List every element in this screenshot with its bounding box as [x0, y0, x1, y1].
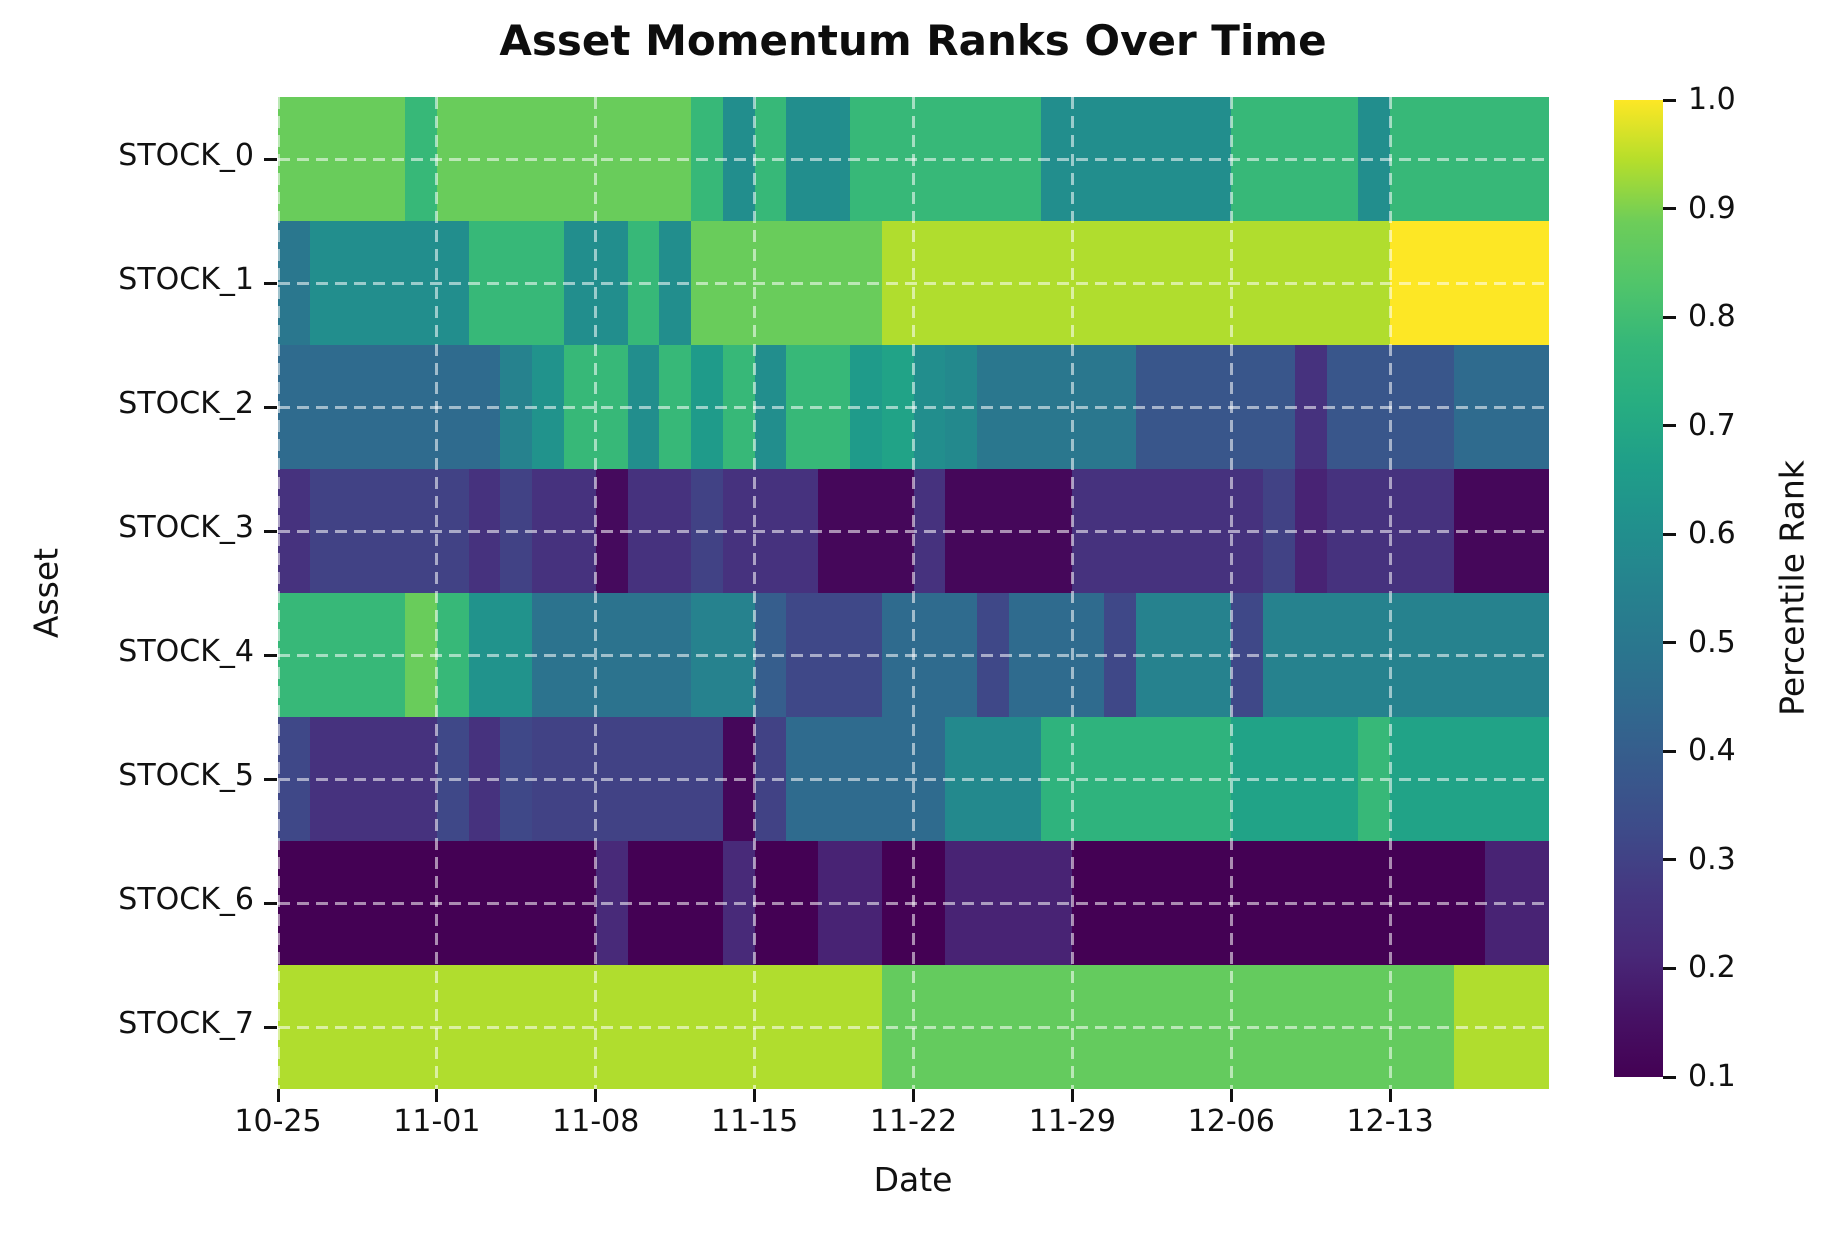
colorbar-tick-mark	[1663, 207, 1676, 211]
colorbar-tick-label: 0.6	[1688, 516, 1736, 552]
x-tick-mark	[912, 1089, 915, 1102]
vertical-gridline	[753, 97, 757, 1089]
colorbar-tick-mark	[1663, 1075, 1676, 1079]
colorbar-tick-mark	[1663, 966, 1676, 970]
colorbar-title: Percentile Rank	[1772, 460, 1812, 716]
x-tick-mark	[276, 1089, 280, 1102]
vertical-gridline	[1388, 97, 1392, 1089]
colorbar-tick-label: 0.5	[1688, 624, 1736, 660]
x-tick-mark	[1229, 1089, 1233, 1102]
colorbar-tick-mark	[1663, 749, 1676, 753]
y-tick-mark	[264, 1025, 277, 1029]
colorbar-tick-mark	[1663, 98, 1676, 102]
x-tick-label: 11-29	[1028, 1104, 1116, 1139]
x-tick-mark	[753, 1089, 757, 1102]
y-tick-label: STOCK_7	[118, 1006, 254, 1041]
y-tick-label: STOCK_5	[118, 758, 254, 793]
x-tick-label: 11-22	[869, 1104, 958, 1139]
x-tick-mark	[1070, 1089, 1074, 1102]
colorbar-tick-mark	[1663, 315, 1676, 319]
colorbar-tick-label: 0.1	[1688, 1058, 1736, 1094]
x-tick-label: 11-01	[393, 1104, 481, 1139]
horizontal-gridline	[278, 405, 1549, 409]
colorbar-tick-mark	[1663, 858, 1676, 862]
colorbar-tick-label: 1.0	[1688, 81, 1736, 117]
colorbar-tick-label: 0.3	[1688, 841, 1736, 877]
x-tick-label: 10-25	[234, 1104, 322, 1139]
colorbar-gradient	[1614, 100, 1663, 1077]
colorbar-tick-label: 0.4	[1688, 733, 1736, 769]
horizontal-gridline	[278, 901, 1549, 905]
x-tick-mark	[1388, 1089, 1392, 1102]
colorbar-tick-mark	[1663, 424, 1676, 428]
vertical-gridline	[912, 97, 915, 1089]
colorbar-tick-mark	[1663, 641, 1676, 645]
vertical-gridline	[278, 97, 280, 1089]
x-tick-mark	[435, 1089, 439, 1102]
y-tick-mark	[264, 157, 277, 161]
horizontal-gridline	[278, 1025, 1549, 1029]
y-axis-title: Asset	[26, 547, 66, 639]
y-tick-label: STOCK_0	[118, 138, 254, 173]
colorbar-tick-mark	[1663, 532, 1676, 536]
y-tick-mark	[264, 901, 277, 905]
horizontal-gridline	[278, 281, 1549, 285]
horizontal-gridline	[278, 157, 1549, 161]
chart-title: Asset Momentum Ranks Over Time	[499, 16, 1327, 65]
y-tick-label: STOCK_1	[118, 262, 254, 297]
y-tick-mark	[264, 529, 277, 533]
y-tick-label: STOCK_3	[118, 510, 254, 545]
x-tick-label: 12-06	[1187, 1104, 1275, 1139]
x-tick-label: 11-08	[552, 1104, 640, 1139]
horizontal-gridline	[278, 777, 1549, 781]
vertical-gridline	[594, 97, 598, 1089]
x-axis-title: Date	[873, 1160, 953, 1199]
y-tick-label: STOCK_6	[118, 882, 254, 917]
y-tick-label: STOCK_2	[118, 386, 254, 421]
y-tick-mark	[264, 777, 277, 781]
vertical-gridline	[435, 97, 439, 1089]
y-tick-mark	[264, 281, 277, 285]
horizontal-gridline	[278, 529, 1549, 533]
y-tick-mark	[264, 405, 277, 409]
horizontal-gridline	[278, 653, 1549, 657]
colorbar-tick-label: 0.8	[1688, 298, 1736, 334]
x-tick-label: 12-13	[1346, 1104, 1434, 1139]
heatmap-plot-area	[278, 97, 1549, 1089]
y-tick-label: STOCK_4	[118, 634, 254, 669]
colorbar-tick-label: 0.2	[1688, 950, 1736, 986]
x-tick-label: 11-15	[711, 1104, 799, 1139]
colorbar-tick-label: 0.9	[1688, 190, 1736, 226]
vertical-gridline	[1070, 97, 1074, 1089]
vertical-gridline	[1229, 97, 1233, 1089]
y-tick-mark	[264, 653, 277, 657]
colorbar-tick-label: 0.7	[1688, 407, 1736, 443]
x-tick-mark	[594, 1089, 598, 1102]
